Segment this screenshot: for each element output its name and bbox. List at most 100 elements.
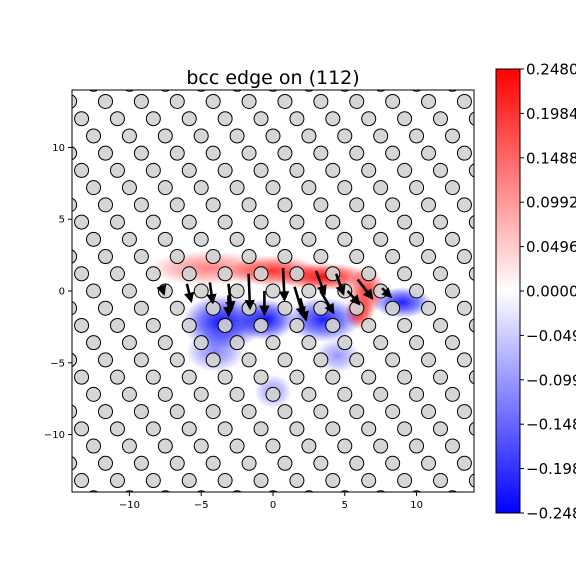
atom-marker — [241, 455, 257, 471]
atom-marker — [409, 438, 425, 454]
atom-marker — [193, 386, 209, 402]
atom-marker — [289, 369, 305, 385]
atom-marker — [325, 162, 341, 178]
colorbar-tick-label: −0.099 — [526, 371, 576, 389]
atom-marker — [313, 455, 329, 471]
atom-marker — [456, 145, 472, 161]
atom-marker — [421, 455, 437, 471]
atom-marker — [277, 300, 293, 316]
displacement-arrow-2 — [225, 283, 236, 312]
atom-layer — [51, 60, 495, 522]
atom-marker — [481, 439, 495, 453]
atom-marker — [72, 249, 78, 264]
atom-marker — [265, 283, 281, 299]
atom-marker — [325, 317, 341, 333]
atom-marker — [469, 60, 483, 74]
colorbar-tick-label: 0.1984 — [526, 105, 576, 123]
atom-marker — [109, 111, 125, 127]
atom-marker — [444, 438, 460, 454]
atom-marker — [72, 94, 78, 109]
atom-marker — [349, 249, 365, 265]
atom-marker — [337, 335, 353, 351]
atom-marker — [133, 249, 149, 265]
atom-marker — [301, 386, 317, 402]
atom-marker — [124, 90, 135, 92]
atom-marker — [432, 162, 448, 178]
atom-marker — [375, 90, 386, 92]
atom-marker — [373, 335, 389, 351]
atom-marker — [133, 404, 149, 420]
atom-marker — [86, 335, 102, 351]
atom-marker — [432, 421, 448, 437]
atom-marker — [456, 197, 472, 213]
atom-marker — [397, 369, 413, 385]
atom-marker — [205, 404, 221, 420]
atom-marker — [51, 129, 65, 143]
atom-marker — [409, 335, 425, 351]
atom-marker — [481, 129, 495, 143]
atom-marker — [229, 180, 245, 196]
atom-marker — [468, 473, 474, 488]
atom-marker — [145, 317, 161, 333]
atom-marker — [121, 180, 137, 196]
atom-marker — [170, 508, 184, 522]
atom-marker — [456, 249, 472, 265]
colorbar-tick-label: 0.0992 — [526, 194, 576, 212]
atom-marker — [325, 473, 341, 489]
atom-marker — [157, 335, 173, 351]
atom-marker — [169, 197, 185, 213]
atom-marker — [468, 163, 474, 178]
atom-marker — [385, 300, 401, 316]
atom-marker — [265, 180, 281, 196]
atom-marker — [86, 386, 102, 402]
atom-marker — [325, 421, 341, 437]
atom-marker — [421, 300, 437, 316]
atom-marker — [265, 386, 281, 402]
atom-marker — [97, 197, 113, 213]
atom-marker — [145, 473, 161, 489]
atom-marker — [98, 508, 112, 522]
atom-marker — [409, 180, 425, 196]
atom-marker — [278, 508, 292, 522]
atom-marker — [217, 266, 233, 282]
atom-marker — [253, 421, 269, 437]
atom-marker — [121, 335, 137, 351]
atom-marker — [421, 93, 437, 109]
colorbar-tick-label: −0.049 — [526, 327, 576, 345]
atom-marker — [447, 90, 458, 92]
atom-marker — [447, 490, 458, 492]
atom-marker — [409, 283, 425, 299]
atom-marker — [193, 128, 209, 144]
atom-marker — [289, 317, 305, 333]
atom-marker — [361, 162, 377, 178]
atom-marker — [361, 473, 377, 489]
atom-marker — [205, 197, 221, 213]
atom-marker — [51, 439, 65, 453]
atom-marker — [109, 421, 125, 437]
atom-marker — [217, 369, 233, 385]
atom-marker — [133, 352, 149, 368]
atom-marker — [229, 128, 245, 144]
displacement-arrow-8 — [298, 297, 309, 322]
colorbar-tick-label: −0.248 — [526, 505, 576, 523]
atom-marker — [217, 111, 233, 127]
atom-marker — [86, 231, 102, 247]
colorbar-tick-label: 0.0000 — [526, 283, 576, 301]
atom-marker — [301, 283, 317, 299]
atom-marker — [385, 145, 401, 161]
displacement-arrow-9 — [314, 270, 327, 296]
displacement-arrow-12 — [346, 290, 361, 306]
atom-marker — [145, 421, 161, 437]
atom-marker — [241, 404, 257, 420]
atom-marker — [86, 180, 102, 196]
atom-marker — [361, 111, 377, 127]
atom-marker — [193, 180, 209, 196]
atom-marker — [373, 438, 389, 454]
atom-marker — [277, 197, 293, 213]
atom-marker — [74, 266, 90, 282]
atom-marker — [241, 145, 257, 161]
atom-marker — [265, 335, 281, 351]
atom-marker — [444, 335, 460, 351]
atom-marker — [349, 404, 365, 420]
